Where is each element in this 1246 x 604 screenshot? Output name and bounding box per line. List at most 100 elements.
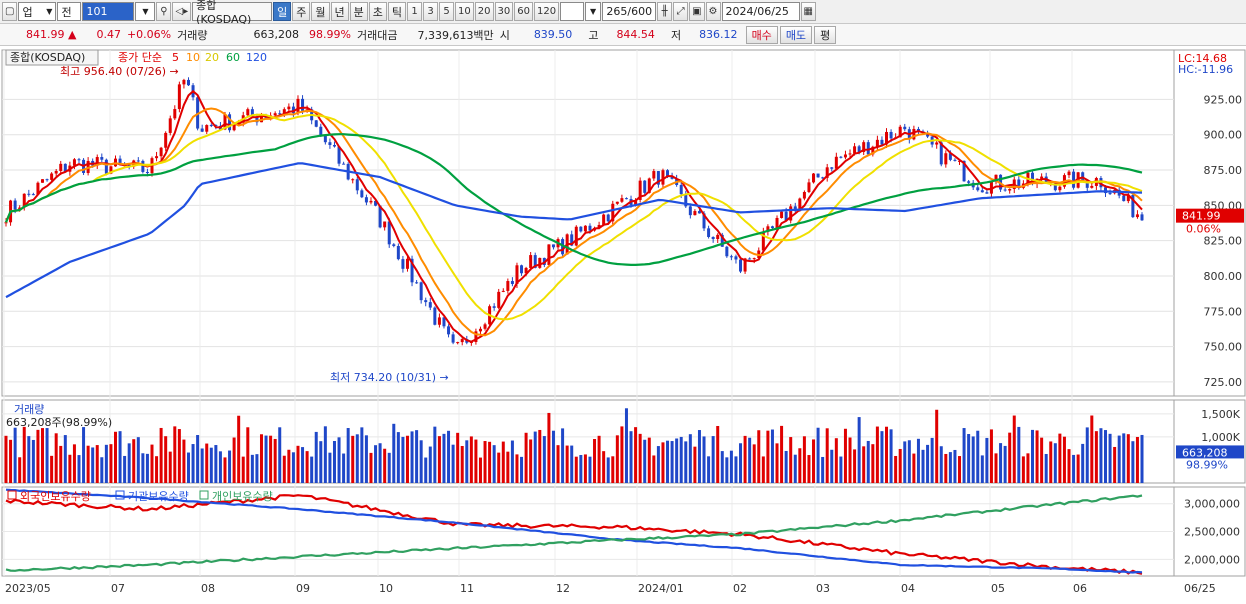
volume-percent: 98.99% <box>309 28 351 41</box>
volume-bar <box>524 432 528 483</box>
legend-label: 종가 단순 <box>118 51 162 64</box>
candle-body <box>880 139 884 145</box>
candle-body <box>1081 172 1085 181</box>
evaluate-button[interactable]: 평 <box>814 25 837 44</box>
volume-bar <box>520 456 524 483</box>
volume-bar <box>424 457 428 483</box>
volume-bar <box>1122 433 1126 483</box>
volume-bar <box>191 444 195 483</box>
volume-bar <box>948 452 952 483</box>
candle-body <box>456 342 460 344</box>
candle-body <box>437 317 441 325</box>
volume-bar <box>45 428 49 483</box>
mode-select[interactable]: 전 <box>57 2 82 21</box>
volume-bar <box>999 443 1003 483</box>
interval-5-button[interactable]: 5 <box>439 2 455 21</box>
calendar-icon[interactable]: ▦ <box>800 2 816 21</box>
period-tick-button[interactable]: 틱 <box>387 2 407 21</box>
candle-body <box>255 116 259 123</box>
draw-tool-icon[interactable]: ⤢ <box>673 2 689 21</box>
volume-bar <box>1076 454 1080 483</box>
candle-body <box>510 281 514 284</box>
candle-body <box>697 211 701 214</box>
volume-bar <box>374 445 378 483</box>
volume-bar <box>602 451 606 483</box>
candle-body <box>574 226 578 246</box>
code-dropdown-button[interactable]: ▼ <box>135 2 156 21</box>
period-year-button[interactable]: 년 <box>330 2 349 21</box>
interval-dropdown-button[interactable]: ▼ <box>585 2 602 21</box>
candle-body <box>1131 194 1135 218</box>
volume-bar <box>866 440 870 483</box>
market-select[interactable]: 업 ▼ <box>18 2 57 21</box>
search-icon[interactable]: ⚲ <box>156 2 172 21</box>
volume-bar <box>853 449 857 483</box>
volume-bar <box>862 446 866 483</box>
buy-button[interactable]: 매수 <box>745 25 778 44</box>
market-value: 업 <box>22 5 33 19</box>
volume-bar <box>145 453 149 483</box>
vol-tick-label: 1,500K <box>1201 408 1240 421</box>
volume-bar <box>497 452 501 483</box>
volume-bar <box>1140 434 1144 483</box>
volume-bar <box>492 445 496 483</box>
candle-body <box>684 194 688 207</box>
volume-bar <box>337 437 341 483</box>
interval-3-button[interactable]: 3 <box>423 2 439 21</box>
volume-bar <box>36 429 40 483</box>
period-month-button[interactable]: 월 <box>311 2 330 21</box>
interval-30-button[interactable]: 30 <box>494 2 514 21</box>
holdings-panel[interactable] <box>2 488 1174 575</box>
count-field[interactable]: 265/600 <box>602 2 657 21</box>
chart-svg[interactable]: 925.00900.00875.00850.00825.00800.00775.… <box>0 46 1246 601</box>
volume-bar <box>141 453 145 483</box>
quote-bar: 841.99 ▲ 0.47 +0.06% 거래량 663,208 98.99% … <box>0 24 1246 46</box>
chart-area[interactable]: 925.00 900.00 875.00 850.00 825.00 800.00 775.… <box>0 46 1246 601</box>
panel-layout-icon[interactable]: ▢ <box>2 2 18 21</box>
sound-icon[interactable]: ◁▸ <box>172 2 192 21</box>
sell-button[interactable]: 매도 <box>779 25 813 44</box>
save-icon[interactable]: ▣ <box>689 2 705 21</box>
volume-last-pct: 98.99% <box>1186 458 1228 471</box>
volume-bar <box>1044 453 1048 483</box>
interval-60-button[interactable]: 60 <box>514 2 533 21</box>
interval-1-button[interactable]: 1 <box>407 2 423 21</box>
volume-bar <box>310 456 314 483</box>
period-minute-button[interactable]: 분 <box>349 2 368 21</box>
interval-10-button[interactable]: 10 <box>455 2 474 21</box>
candle-type-icon[interactable]: ╫ <box>657 2 673 21</box>
volume-bar <box>780 425 784 483</box>
volume-bar <box>583 454 587 483</box>
volume-bar <box>405 435 409 483</box>
price-panel[interactable] <box>4 77 1144 346</box>
candle-body <box>720 234 724 247</box>
foreign-holdings-line <box>5 494 1143 575</box>
volume-bar <box>821 456 825 483</box>
volume-bar <box>830 449 834 483</box>
period-second-button[interactable]: 초 <box>368 2 387 21</box>
volume-bar <box>1085 427 1089 483</box>
date-field[interactable]: 2024/06/25 <box>721 2 800 21</box>
interval-20-button[interactable]: 20 <box>474 2 494 21</box>
code-input[interactable]: 101 <box>82 2 135 21</box>
candle-body <box>337 146 341 164</box>
candle-body <box>200 128 204 132</box>
candle-body <box>871 146 875 155</box>
candle-body <box>378 205 382 228</box>
volume-bar <box>159 427 163 483</box>
interval-120-button[interactable]: 120 <box>533 2 560 21</box>
volume-bar <box>784 450 788 483</box>
gear-icon[interactable]: ⚙ <box>705 2 721 21</box>
axis-frame <box>1173 486 1246 577</box>
candle-body <box>182 79 186 85</box>
volume-panel[interactable] <box>2 408 1174 483</box>
volume-bar <box>177 429 181 483</box>
axis-frame <box>1173 399 1246 484</box>
legend-swatch-2 <box>199 490 209 500</box>
volume-bar <box>606 457 610 483</box>
interval-custom-input[interactable] <box>560 2 585 21</box>
period-day-button[interactable]: 일 <box>273 2 292 21</box>
candle-body <box>967 181 971 183</box>
period-week-button[interactable]: 주 <box>292 2 311 21</box>
y-tick-label: 750.00 <box>1204 341 1243 354</box>
